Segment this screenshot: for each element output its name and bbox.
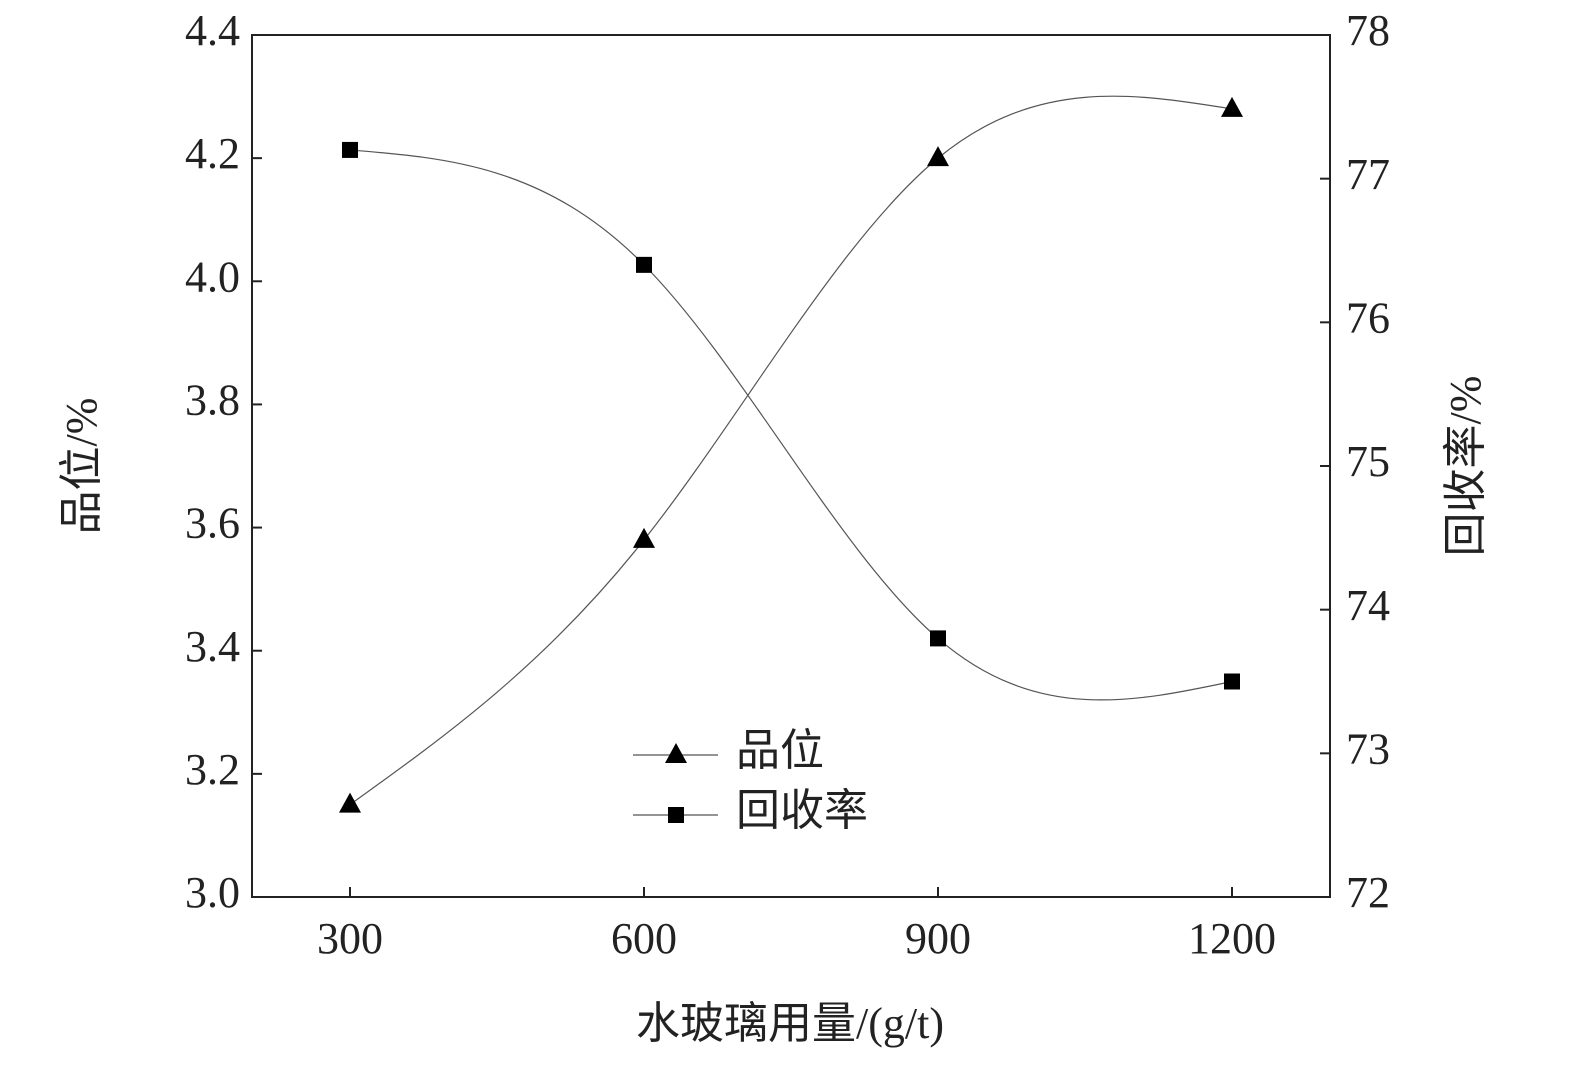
y-tick-label: 3.8 xyxy=(185,376,240,425)
y-tick-label: 4.0 xyxy=(185,252,240,301)
x-tick-label: 900 xyxy=(905,914,971,963)
marker xyxy=(1221,96,1243,117)
y2-tick-label: 77 xyxy=(1346,150,1390,199)
y-tick-label: 3.2 xyxy=(185,745,240,794)
marker xyxy=(633,527,655,548)
x-tick-label: 300 xyxy=(317,914,383,963)
y2-tick-label: 74 xyxy=(1346,581,1390,630)
series-line xyxy=(349,149,1233,701)
y2-tick-label: 76 xyxy=(1346,293,1390,342)
legend-marker xyxy=(668,807,684,823)
marker xyxy=(927,146,949,167)
marker xyxy=(342,141,358,158)
y-tick-label: 4.2 xyxy=(185,129,240,178)
series-line xyxy=(349,95,1233,806)
marker xyxy=(636,256,652,273)
legend-label: 品位 xyxy=(736,726,824,775)
x-axis-title: 水玻璃用量/(g/t) xyxy=(636,999,944,1048)
y2-tick-label: 78 xyxy=(1346,6,1390,55)
marker xyxy=(1224,673,1240,690)
y-tick-label: 3.0 xyxy=(185,868,240,917)
y2-tick-label: 73 xyxy=(1346,724,1390,773)
marker xyxy=(339,792,361,813)
legend-label: 回收率 xyxy=(736,786,868,835)
legend-marker xyxy=(665,743,687,763)
y-tick-label: 3.4 xyxy=(185,622,240,671)
y2-tick-label: 72 xyxy=(1346,868,1390,917)
y-axis-title: 品位/% xyxy=(57,398,106,535)
marker xyxy=(930,630,946,647)
x-tick-label: 600 xyxy=(611,914,677,963)
x-tick-label: 1200 xyxy=(1188,914,1276,963)
y2-tick-label: 75 xyxy=(1346,437,1390,486)
y2-axis-title: 回收率/% xyxy=(1441,376,1490,557)
y-tick-label: 4.4 xyxy=(185,6,240,55)
y-tick-label: 3.6 xyxy=(185,499,240,548)
